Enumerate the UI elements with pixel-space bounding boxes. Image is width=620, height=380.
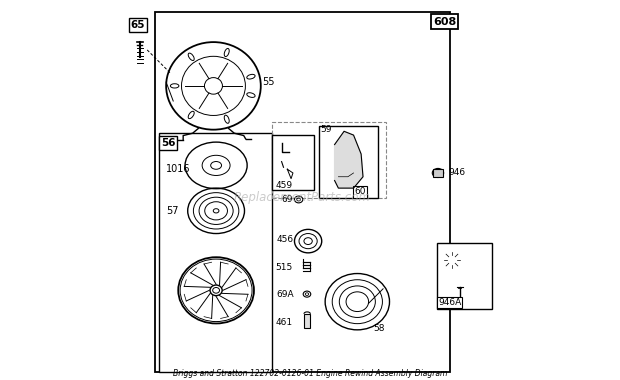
Bar: [304, 314, 311, 328]
Bar: [272, 122, 386, 198]
Text: 69A: 69A: [277, 290, 294, 299]
Text: 946A: 946A: [438, 298, 461, 307]
Polygon shape: [335, 131, 363, 188]
Text: 515: 515: [276, 263, 293, 272]
Bar: [272, 135, 314, 190]
Text: 461: 461: [276, 318, 293, 327]
Text: 57: 57: [166, 206, 179, 216]
Text: 56: 56: [161, 138, 175, 148]
Text: 456: 456: [277, 236, 293, 244]
Text: Briggs and Stratton 122702-0126-01 Engine Rewind Assembly Diagram: Briggs and Stratton 122702-0126-01 Engin…: [173, 369, 447, 378]
Text: 60: 60: [355, 187, 366, 196]
Text: 55: 55: [263, 77, 275, 87]
Text: 69: 69: [281, 195, 293, 204]
Text: 1016: 1016: [166, 164, 190, 174]
Bar: [319, 126, 378, 198]
Text: 65: 65: [130, 20, 145, 30]
Text: 58: 58: [374, 324, 385, 333]
Text: 608: 608: [433, 16, 456, 27]
Text: 59: 59: [321, 125, 332, 134]
Text: ReplacementParts.com: ReplacementParts.com: [234, 191, 371, 204]
Text: 946: 946: [448, 168, 466, 177]
Text: 459: 459: [276, 181, 293, 190]
Bar: [433, 169, 443, 177]
Bar: [159, 133, 272, 372]
Bar: [437, 243, 492, 309]
Bar: [155, 12, 450, 372]
